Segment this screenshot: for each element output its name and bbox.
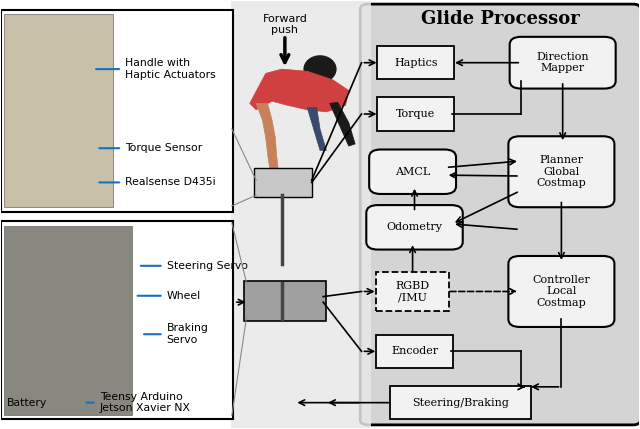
- Text: Haptics: Haptics: [394, 57, 438, 68]
- FancyBboxPatch shape: [360, 4, 640, 425]
- FancyBboxPatch shape: [1, 10, 233, 212]
- Text: Direction
Mapper: Direction Mapper: [536, 52, 589, 73]
- FancyBboxPatch shape: [369, 149, 456, 194]
- FancyBboxPatch shape: [4, 226, 132, 414]
- FancyBboxPatch shape: [244, 281, 326, 321]
- FancyBboxPatch shape: [254, 168, 312, 196]
- FancyBboxPatch shape: [508, 136, 614, 207]
- Text: Braking
Servo: Braking Servo: [167, 323, 209, 345]
- FancyBboxPatch shape: [378, 46, 454, 79]
- FancyBboxPatch shape: [376, 335, 453, 368]
- Text: RGBD
/IMU: RGBD /IMU: [396, 281, 429, 302]
- Polygon shape: [256, 103, 278, 172]
- FancyBboxPatch shape: [366, 205, 463, 250]
- Text: Handle with
Haptic Actuators: Handle with Haptic Actuators: [125, 58, 216, 80]
- FancyBboxPatch shape: [508, 256, 614, 327]
- Text: Odometry: Odometry: [387, 222, 442, 233]
- Text: Teensy Arduino
Jetson Xavier NX: Teensy Arduino Jetson Xavier NX: [100, 392, 191, 414]
- Text: Controller
Local
Costmap: Controller Local Costmap: [532, 275, 590, 308]
- FancyBboxPatch shape: [230, 1, 371, 428]
- Polygon shape: [250, 69, 349, 112]
- Text: AMCL: AMCL: [395, 167, 430, 177]
- FancyBboxPatch shape: [390, 386, 531, 419]
- Polygon shape: [330, 103, 355, 146]
- FancyBboxPatch shape: [509, 37, 616, 88]
- Ellipse shape: [303, 55, 337, 83]
- Text: Wheel: Wheel: [167, 291, 201, 301]
- Text: Torque: Torque: [396, 109, 435, 119]
- Text: Realsense D435i: Realsense D435i: [125, 178, 216, 187]
- Polygon shape: [307, 108, 326, 150]
- Text: Battery: Battery: [7, 398, 47, 408]
- Text: Steering Servo: Steering Servo: [167, 261, 248, 271]
- Text: Forward
push: Forward push: [262, 14, 307, 35]
- FancyBboxPatch shape: [376, 272, 449, 311]
- Text: Torque Sensor: Torque Sensor: [125, 143, 202, 153]
- FancyBboxPatch shape: [1, 221, 233, 419]
- Text: Glide Processor: Glide Processor: [421, 10, 580, 27]
- Text: Encoder: Encoder: [391, 346, 438, 356]
- FancyBboxPatch shape: [4, 15, 113, 207]
- FancyBboxPatch shape: [378, 97, 454, 131]
- Text: Planner
Global
Costmap: Planner Global Costmap: [536, 155, 586, 188]
- Text: Steering/Braking: Steering/Braking: [412, 398, 509, 408]
